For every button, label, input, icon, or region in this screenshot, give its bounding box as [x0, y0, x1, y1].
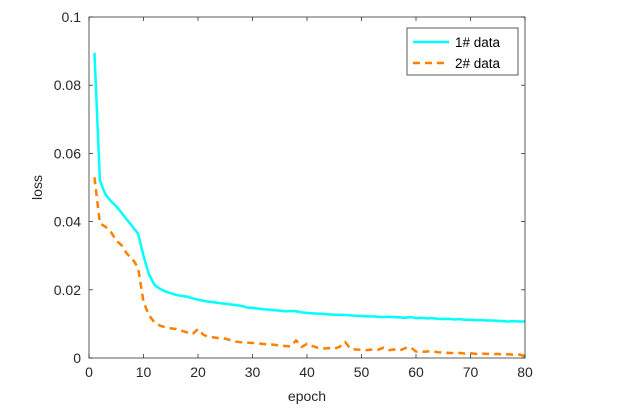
plot-area [93, 52, 526, 358]
x-tick-label: 50 [354, 364, 370, 380]
y-tick-label: 0.1 [62, 9, 82, 25]
x-tick-label: 80 [517, 364, 533, 380]
legend-label-series-1: 1# data [455, 35, 501, 50]
x-tick-label: 70 [463, 364, 479, 380]
x-tick-label: 10 [136, 364, 152, 380]
x-tick-label: 20 [190, 364, 206, 380]
legend-box [406, 27, 519, 76]
x-tick-label: 40 [299, 364, 315, 380]
series-line-2 [93, 177, 526, 358]
y-tick-label: 0 [73, 350, 81, 366]
legend-label-series-2: 2# data [455, 56, 501, 71]
x-tick-label: 60 [408, 364, 424, 380]
y-tick-label: 0.08 [54, 77, 81, 93]
x-tick-label: 0 [85, 364, 93, 380]
axes: 0 10 20 30 40 50 60 70 80 0 0.02 0.04 0.06 0.08 0.1 [54, 9, 533, 380]
series-line-1 [93, 52, 525, 323]
y-tick-label: 0.02 [54, 282, 81, 298]
y-axis-label: loss [29, 175, 45, 200]
x-axis-label: epoch [288, 388, 326, 404]
x-tick-label: 30 [245, 364, 261, 380]
y-tick-label: 0.06 [54, 145, 81, 161]
legend: 1# data 2# data [406, 27, 519, 76]
y-tick-label: 0.04 [54, 214, 81, 230]
